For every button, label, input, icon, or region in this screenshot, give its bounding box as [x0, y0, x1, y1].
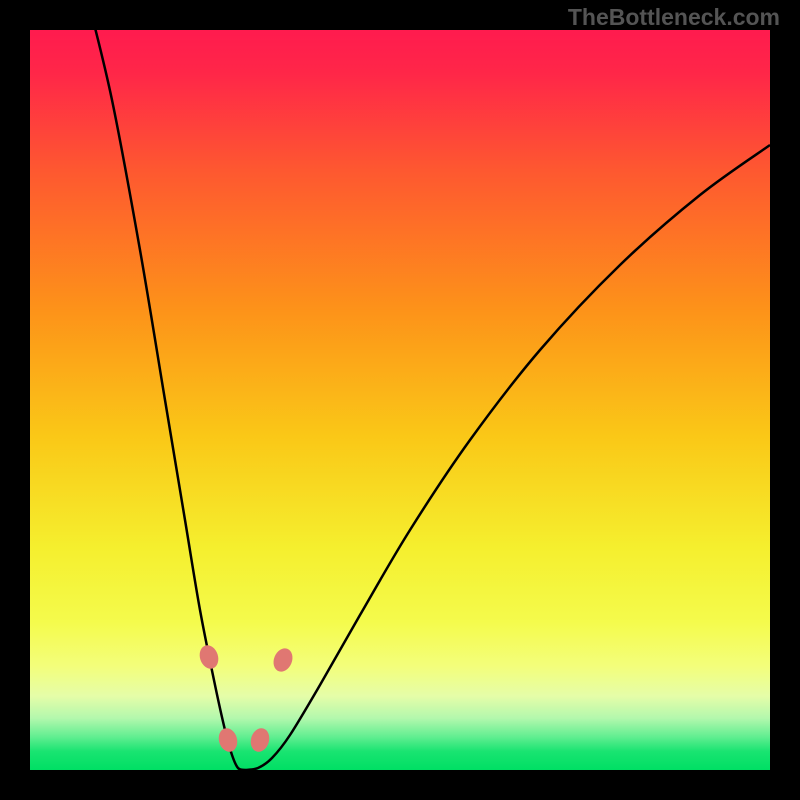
- chart-gradient-background: [30, 30, 770, 770]
- watermark-text: TheBottleneck.com: [568, 4, 780, 31]
- chart-container: TheBottleneck.com: [0, 0, 800, 800]
